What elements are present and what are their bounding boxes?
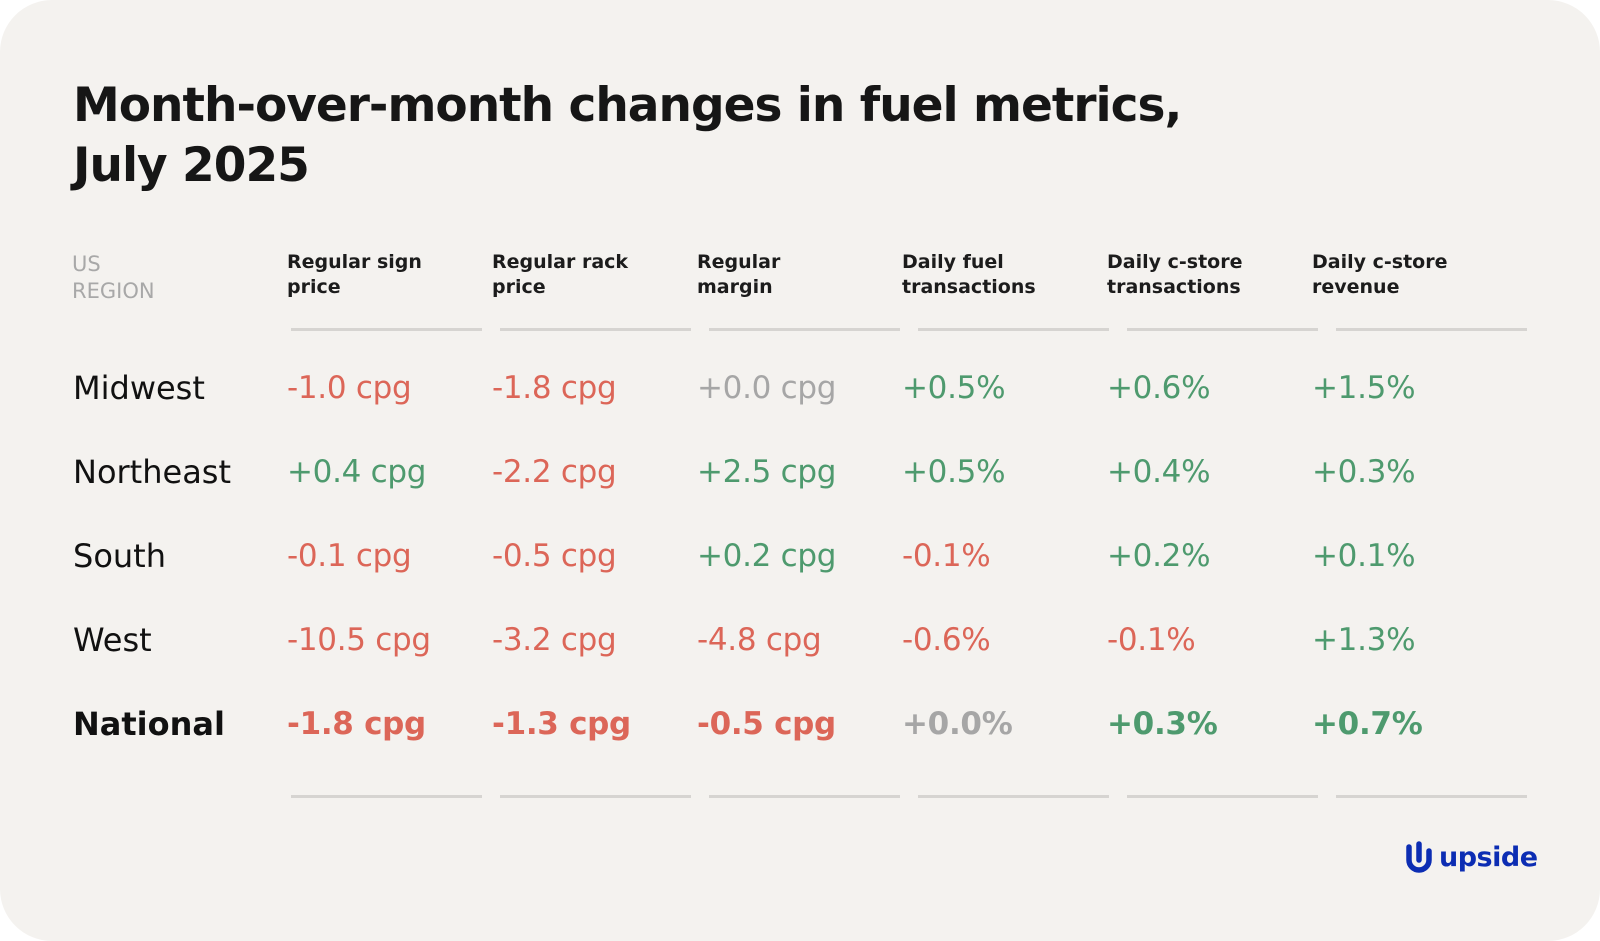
region-header: US REGION bbox=[72, 251, 155, 305]
column-header-5-line-1: revenue bbox=[1312, 276, 1400, 298]
column-header-0-line-0: Regular sign bbox=[287, 251, 422, 273]
column-header-4-line-0: Daily c-store bbox=[1107, 251, 1243, 273]
table-cell: -10.5 cpg bbox=[287, 622, 431, 658]
column-header-2-line-0: Regular bbox=[697, 251, 781, 273]
column-header-1-line-1: price bbox=[492, 276, 546, 298]
region-header-line-2: REGION bbox=[72, 279, 155, 303]
table-cell: -3.2 cpg bbox=[492, 622, 617, 658]
header-divider bbox=[709, 328, 900, 331]
chart-title-line-2: July 2025 bbox=[73, 138, 310, 193]
table-cell: -0.1 cpg bbox=[287, 538, 412, 574]
table-cell: +1.3% bbox=[1312, 622, 1416, 658]
table-cell: -4.8 cpg bbox=[697, 622, 822, 658]
footer-divider bbox=[918, 795, 1109, 798]
upside-logo: upside bbox=[1405, 841, 1538, 873]
table-cell: +0.4 cpg bbox=[287, 454, 427, 490]
table-cell: +0.1% bbox=[1312, 538, 1416, 574]
table-cell: -2.2 cpg bbox=[492, 454, 617, 490]
footer-divider bbox=[1127, 795, 1318, 798]
table-cell: -1.3 cpg bbox=[492, 706, 631, 742]
table-cell: +0.4% bbox=[1107, 454, 1211, 490]
chart-title: Month-over-month changes in fuel metrics… bbox=[73, 76, 1182, 196]
column-header-4-line-1: transactions bbox=[1107, 276, 1241, 298]
table-cell: +2.5 cpg bbox=[697, 454, 837, 490]
column-header-5: Daily c-store revenue bbox=[1312, 250, 1447, 300]
column-header-1-line-0: Regular rack bbox=[492, 251, 629, 273]
table-cell: -0.5 cpg bbox=[697, 706, 836, 742]
upside-logo-icon bbox=[1406, 841, 1432, 873]
table-cell: +0.2% bbox=[1107, 538, 1211, 574]
header-divider bbox=[1336, 328, 1527, 331]
table-cell: +0.5% bbox=[902, 454, 1006, 490]
table-cell: +0.3% bbox=[1107, 706, 1218, 742]
upside-logo-text: upside bbox=[1439, 841, 1538, 873]
footer-divider bbox=[709, 795, 900, 798]
table-cell: +0.0 cpg bbox=[697, 370, 837, 406]
column-header-3-line-0: Daily fuel bbox=[902, 251, 1004, 273]
table-cell: -0.6% bbox=[902, 622, 991, 658]
header-divider bbox=[500, 328, 691, 331]
column-header-0-line-1: price bbox=[287, 276, 341, 298]
table-cell: +0.3% bbox=[1312, 454, 1416, 490]
table-cell: +0.0% bbox=[902, 706, 1013, 742]
table-cell: +1.5% bbox=[1312, 370, 1416, 406]
footer-divider bbox=[500, 795, 691, 798]
column-header-2-line-1: margin bbox=[697, 276, 773, 298]
table-cell: +0.5% bbox=[902, 370, 1006, 406]
table-cell: +0.2 cpg bbox=[697, 538, 837, 574]
region-header-line-1: US bbox=[72, 252, 101, 276]
header-divider bbox=[291, 328, 482, 331]
footer-divider bbox=[291, 795, 482, 798]
table-cell: -1.0 cpg bbox=[287, 370, 412, 406]
table-cell: -0.5 cpg bbox=[492, 538, 617, 574]
column-header-3-line-1: transactions bbox=[902, 276, 1036, 298]
footer-divider bbox=[1336, 795, 1527, 798]
table-cell: -0.1% bbox=[902, 538, 991, 574]
header-divider bbox=[1127, 328, 1318, 331]
row-label-national: National bbox=[73, 705, 225, 743]
column-header-2: Regular margin bbox=[697, 250, 780, 300]
column-header-0: Regular sign price bbox=[287, 250, 422, 300]
row-label-northeast: Northeast bbox=[73, 453, 232, 491]
column-header-3: Daily fuel transactions bbox=[902, 250, 1036, 300]
table-cell: +0.7% bbox=[1312, 706, 1423, 742]
table-cell: -1.8 cpg bbox=[287, 706, 426, 742]
chart-title-line-1: Month-over-month changes in fuel metrics… bbox=[73, 78, 1182, 133]
header-divider bbox=[918, 328, 1109, 331]
column-header-1: Regular rack price bbox=[492, 250, 628, 300]
table-cell: +0.6% bbox=[1107, 370, 1211, 406]
row-label-south: South bbox=[73, 537, 166, 575]
row-label-west: West bbox=[73, 621, 152, 659]
column-header-5-line-0: Daily c-store bbox=[1312, 251, 1448, 273]
row-label-midwest: Midwest bbox=[73, 369, 205, 407]
table-cell: -0.1% bbox=[1107, 622, 1196, 658]
column-header-4: Daily c-store transactions bbox=[1107, 250, 1242, 300]
table-cell: -1.8 cpg bbox=[492, 370, 617, 406]
